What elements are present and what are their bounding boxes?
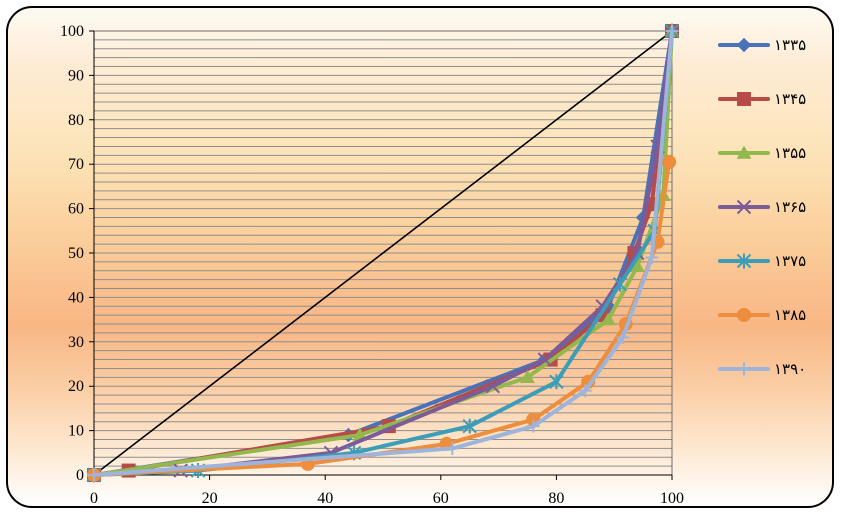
legend-item: ۱۳۶۵ — [718, 199, 806, 216]
legend-item: ۱۳۷۵ — [718, 253, 806, 270]
y-tick-label: 20 — [68, 378, 84, 395]
legend-label: ۱۳۶۵ — [774, 200, 806, 216]
data-point — [736, 199, 752, 215]
series-7 — [87, 24, 679, 482]
data-point — [736, 145, 752, 159]
legend-item: ۱۳۳۵ — [718, 37, 806, 54]
legend-item: ۱۳۵۵ — [718, 145, 806, 162]
x-tick-label: 100 — [660, 490, 684, 507]
data-point — [445, 441, 459, 455]
x-tick-label: 40 — [317, 490, 333, 507]
data-point — [520, 369, 535, 384]
data-point — [736, 37, 752, 53]
data-point — [737, 362, 751, 376]
legend-label: ۱۳۹۰ — [774, 362, 806, 378]
x-tick-label: 60 — [433, 490, 449, 507]
legend-item: ۱۳۴۵ — [718, 92, 806, 108]
y-tick-label: 70 — [68, 156, 84, 173]
legend: ۱۳۳۵ ۱۳۴۵ ۱۳۵۵ ۱۳۶۵ ۱۳۷۵ ۱۳۸۵ ۱۳۹۰ — [718, 37, 806, 378]
legend-label: ۱۳۸۵ — [774, 308, 806, 324]
x-tick-label: 20 — [202, 490, 218, 507]
gridlines — [93, 30, 673, 476]
legend-label: ۱۳۷۵ — [774, 254, 806, 270]
data-point — [537, 352, 553, 367]
data-point — [462, 418, 477, 434]
data-point — [601, 312, 616, 326]
legend-item: ۱۳۸۵ — [718, 308, 806, 324]
data-point — [549, 374, 564, 390]
data-point — [737, 92, 751, 106]
y-tick-label: 80 — [68, 112, 84, 129]
data-point — [662, 154, 677, 169]
data-point — [665, 24, 679, 38]
y-tick-label: 0 — [76, 467, 84, 484]
data-point — [645, 250, 659, 264]
legend-item: ۱۳۹۰ — [718, 362, 806, 378]
data-point — [526, 419, 540, 433]
y-tick-label: 90 — [68, 67, 84, 84]
y-tick-label: 40 — [68, 289, 84, 306]
y-tick-label: 30 — [68, 334, 84, 351]
data-point — [578, 384, 592, 398]
x-tick-label: 0 — [90, 490, 98, 507]
legend-label: ۱۳۳۵ — [774, 38, 806, 54]
equality-line — [93, 30, 673, 476]
axes: 0 10 20 30 40 50 60 70 80 90 100 0 20 40 60 80 100 — [60, 23, 684, 507]
data-point — [485, 378, 501, 394]
legend-label: ۱۳۴۵ — [774, 92, 806, 108]
legend-label: ۱۳۵۵ — [774, 146, 806, 162]
y-tick-label: 50 — [68, 245, 84, 262]
chart-frame: 0 10 20 30 40 50 60 70 80 90 100 0 20 40 60 80 100 ۱۳۳۵ ۱… — [6, 6, 834, 508]
y-tick-label: 100 — [60, 23, 84, 40]
series-lines — [86, 23, 680, 483]
data-point — [736, 253, 752, 269]
y-tick-label: 60 — [68, 201, 84, 218]
data-point — [616, 330, 630, 344]
data-point — [612, 276, 628, 292]
y-tick-label: 10 — [68, 423, 84, 440]
x-tick-label: 80 — [548, 490, 564, 507]
data-point — [737, 308, 751, 322]
data-point — [87, 468, 101, 482]
